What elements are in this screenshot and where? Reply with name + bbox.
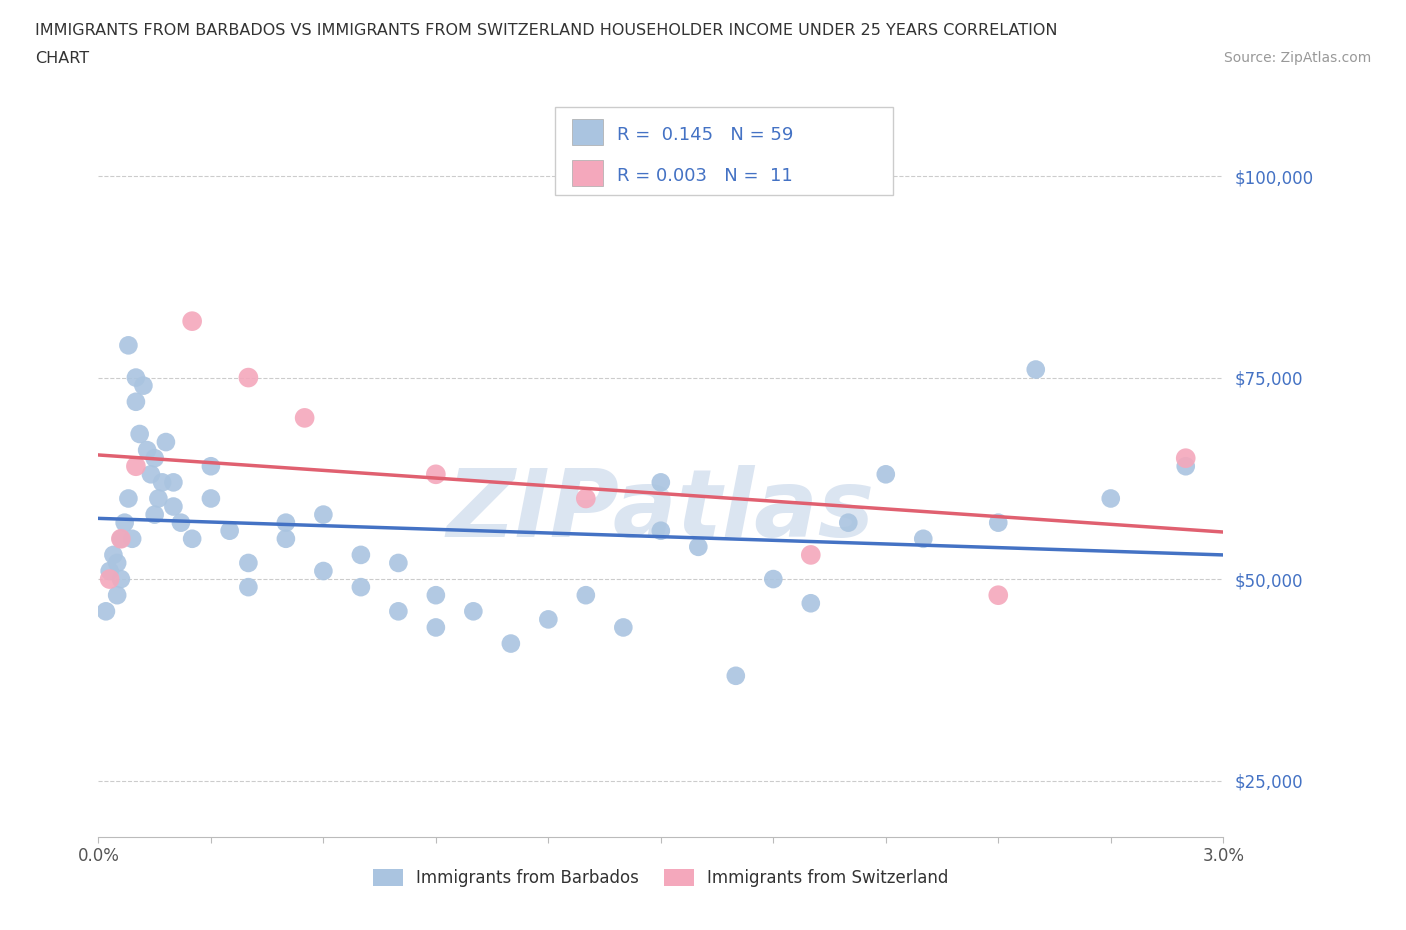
Point <box>350 548 373 563</box>
Text: Source: ZipAtlas.com: Source: ZipAtlas.com <box>1223 51 1371 65</box>
Point <box>170 515 193 530</box>
Point <box>762 572 785 587</box>
Point <box>650 475 672 490</box>
Point <box>117 338 139 352</box>
Point <box>218 524 240 538</box>
Point <box>238 370 260 385</box>
Point <box>162 499 184 514</box>
Point <box>800 548 823 563</box>
Point <box>312 564 335 578</box>
Point <box>117 491 139 506</box>
Point <box>800 596 823 611</box>
Point <box>912 531 935 546</box>
Text: ZIPatlas: ZIPatlas <box>447 465 875 556</box>
Point <box>155 434 177 449</box>
Point <box>105 555 128 570</box>
Point <box>724 669 747 684</box>
Point <box>463 604 485 618</box>
Text: CHART: CHART <box>35 51 89 66</box>
Point <box>294 410 316 425</box>
Point <box>987 588 1010 603</box>
Point <box>1174 451 1197 466</box>
Point <box>238 579 260 594</box>
Point <box>1099 491 1122 506</box>
Point <box>162 475 184 490</box>
Point <box>499 636 522 651</box>
Point <box>575 588 598 603</box>
Point <box>425 620 447 635</box>
Point <box>181 313 204 328</box>
Point <box>274 531 297 546</box>
Point <box>537 612 560 627</box>
Point <box>110 531 132 546</box>
Point <box>425 588 447 603</box>
Point <box>575 491 598 506</box>
Point <box>125 370 148 385</box>
Point <box>98 564 121 578</box>
Point <box>200 491 222 506</box>
Point <box>110 531 132 546</box>
Text: R = 0.003   N =  11: R = 0.003 N = 11 <box>617 167 793 185</box>
Point <box>650 524 672 538</box>
Point <box>139 467 162 482</box>
Legend: Immigrants from Barbados, Immigrants from Switzerland: Immigrants from Barbados, Immigrants fro… <box>366 862 956 894</box>
Point <box>1025 362 1047 377</box>
Point <box>103 548 125 563</box>
Point <box>132 379 155 393</box>
Point <box>612 620 634 635</box>
Point <box>875 467 897 482</box>
Point <box>105 588 128 603</box>
Point <box>143 507 166 522</box>
Point <box>688 539 710 554</box>
Point <box>181 531 204 546</box>
Point <box>121 531 143 546</box>
Point <box>110 572 132 587</box>
Point <box>148 491 170 506</box>
Point <box>350 579 373 594</box>
Point <box>150 475 173 490</box>
Point <box>125 458 148 473</box>
Point <box>125 394 148 409</box>
Point <box>143 451 166 466</box>
Text: R =  0.145   N = 59: R = 0.145 N = 59 <box>617 126 793 143</box>
Text: IMMIGRANTS FROM BARBADOS VS IMMIGRANTS FROM SWITZERLAND HOUSEHOLDER INCOME UNDER: IMMIGRANTS FROM BARBADOS VS IMMIGRANTS F… <box>35 23 1057 38</box>
Point <box>1174 458 1197 473</box>
Point <box>387 604 409 618</box>
Point <box>238 555 260 570</box>
Point <box>200 458 222 473</box>
Point <box>312 507 335 522</box>
Point <box>387 555 409 570</box>
Point <box>136 443 159 458</box>
Point <box>94 604 117 618</box>
Point <box>425 467 447 482</box>
Point <box>274 515 297 530</box>
Point <box>128 427 150 442</box>
Point <box>837 515 859 530</box>
Point <box>98 572 121 587</box>
Point <box>114 515 136 530</box>
Point <box>987 515 1010 530</box>
